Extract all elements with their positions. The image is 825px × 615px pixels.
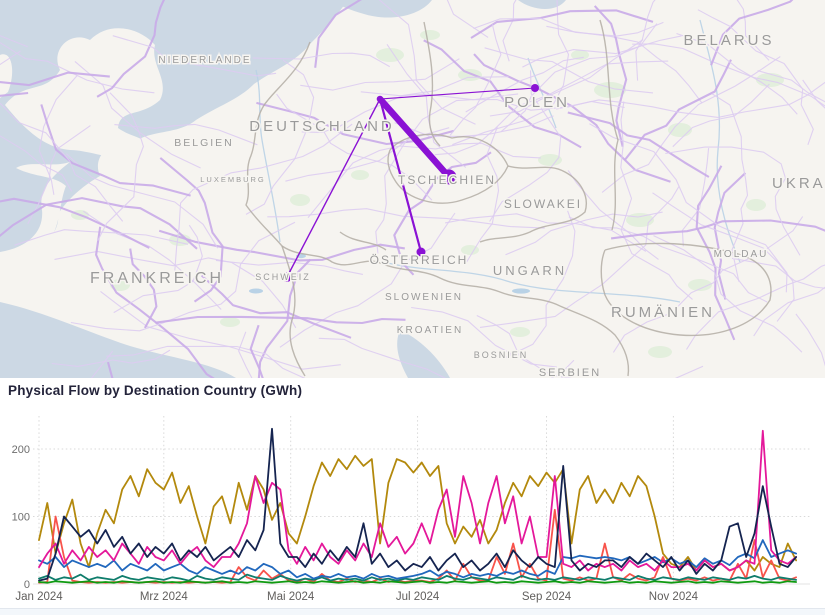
y-axis-tick-label: 0: [24, 579, 30, 591]
bottom-strip: [0, 608, 825, 615]
x-axis-tick-label: Mai 2024: [267, 591, 315, 603]
y-axis-tick-label: 100: [12, 512, 30, 524]
map-country-label: ÖSTERREICH: [370, 253, 469, 267]
map-country-label: BELGIEN: [174, 137, 234, 149]
flow-destination-dot-schweiz[interactable]: [282, 272, 292, 282]
flow-line-schweiz: [286, 98, 381, 278]
europe-map: NIEDERLANDE DEUTSCHLAND BELGIEN LUXEMBURG PO…: [0, 0, 825, 378]
physical-flow-chart: 0 100 200 Jan 2024 Mrz 2024 Mai 2024 Jul 2024 S…: [12, 416, 810, 603]
x-axis-tick-label: Sep 2024: [522, 591, 572, 603]
flow-destination-dot-polen[interactable]: [531, 84, 539, 92]
map-country-label: UKRAINE: [772, 175, 825, 192]
line-chart-visual[interactable]: Physical Flow by Destination Country (GW…: [0, 378, 825, 615]
map-country-label: BELARUS: [683, 32, 774, 49]
map-country-label: SLOWAKEI: [504, 197, 582, 211]
x-axis-tick-label: Jan 2024: [15, 591, 63, 603]
map-country-label: DEUTSCHLAND: [249, 118, 395, 135]
chart-line-series-teal: [38, 573, 797, 582]
chart-title: Physical Flow by Destination Country (GW…: [8, 383, 303, 398]
map-country-label: NIEDERLANDE: [158, 55, 251, 66]
map-country-label: BOSNIEN: [474, 350, 529, 360]
x-axis-tick-label: Mrz 2024: [140, 591, 189, 603]
flow-line-tschechien: [376, 95, 453, 181]
map-country-label: SLOWENIEN: [385, 292, 463, 303]
chart-line-series-green: [38, 580, 797, 584]
map-country-label: LUXEMBURG: [200, 175, 266, 184]
map-country-label: TSCHECHIEN: [398, 173, 496, 187]
chart-line-series-magenta: [38, 429, 797, 572]
map-country-label: KROATIEN: [397, 325, 463, 336]
flow-destination-dot-österreich[interactable]: [416, 247, 426, 257]
chart-line-series-red: [38, 508, 797, 584]
chart-line-series-gold: [38, 454, 797, 572]
y-axis-tick-label: 200: [12, 444, 30, 456]
flow-line-österreich: [378, 97, 423, 254]
map-country-label: FRANKREICH: [90, 270, 224, 287]
map-country-label: MOLDAU: [714, 249, 769, 260]
flow-destination-dot-tschechien[interactable]: [441, 169, 457, 185]
map-country-label: POLEN: [504, 94, 570, 111]
map-country-label: RUMÄNIEN: [611, 304, 715, 321]
x-axis-tick-label: Nov 2024: [649, 591, 699, 603]
map-country-label: UNGARN: [493, 263, 567, 278]
map-country-label: SERBIEN: [539, 367, 601, 378]
x-axis-tick-label: Jul 2024: [396, 591, 440, 603]
map-country-label: SCHWEIZ: [255, 272, 311, 282]
flow-map-visual[interactable]: NIEDERLANDE DEUTSCHLAND BELGIEN LUXEMBURG PO…: [0, 0, 825, 378]
chart-line-series-navy: [38, 427, 797, 582]
flow-line-polen: [379, 87, 536, 100]
